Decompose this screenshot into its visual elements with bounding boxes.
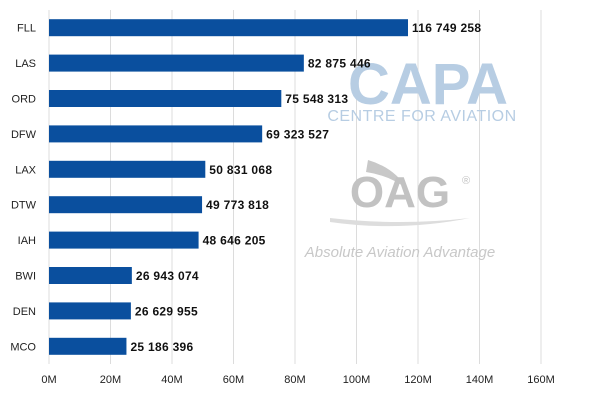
x-tick-label: 60M — [223, 374, 244, 386]
category-label: FLL — [17, 23, 36, 35]
capa-tagline: CENTRE FOR AVIATION — [327, 108, 516, 125]
bar-fll — [49, 19, 409, 37]
oag-swoosh-icon — [366, 160, 408, 190]
data-label: 48 646 205 — [203, 234, 266, 248]
capa-watermark: CAPA CENTRE FOR AVIATION — [327, 52, 516, 125]
data-label: 75 548 313 — [285, 92, 348, 106]
bar-iah — [49, 231, 199, 249]
category-label: MCO — [10, 341, 36, 353]
category-label: LAS — [15, 58, 36, 70]
oag-tagline: Absolute Aviation Advantage — [304, 244, 495, 261]
data-label: 50 831 068 — [209, 163, 272, 177]
x-tick-label: 120M — [404, 374, 432, 386]
bar-las — [49, 54, 304, 72]
x-axis-ticks: 0M 20M 40M 60M 80M 100M 120M 140M 160M — [41, 374, 554, 386]
bar-ord — [49, 90, 282, 107]
x-tick-label: 160M — [527, 374, 555, 386]
data-label: 82 875 446 — [308, 57, 371, 71]
x-tick-label: 140M — [466, 374, 494, 386]
bar-mco — [49, 337, 127, 355]
category-label: ORD — [12, 94, 37, 106]
oag-watermark: OAG ® Absolute Aviation Advantage — [304, 160, 495, 261]
category-label: DFW — [11, 129, 37, 141]
oag-logo-text: OAG — [350, 168, 450, 217]
bar-den — [49, 302, 131, 320]
x-tick-label: 100M — [343, 374, 371, 386]
x-tick-label: 20M — [100, 374, 121, 386]
data-label: 25 186 396 — [130, 340, 193, 354]
oag-underline-icon — [330, 218, 470, 227]
category-label: DTW — [11, 200, 37, 212]
capa-logo-text: CAPA — [348, 52, 508, 117]
data-label: 26 943 074 — [136, 269, 199, 283]
data-label: 26 629 955 — [135, 304, 198, 318]
category-label: IAH — [18, 235, 36, 247]
bar-lax — [49, 160, 206, 178]
data-label: 49 773 818 — [206, 198, 269, 212]
x-tick-label: 0M — [41, 374, 56, 386]
bar-bwi — [49, 267, 132, 284]
bar-dtw — [49, 196, 203, 214]
data-labels: 116 749 258 82 875 446 75 548 313 69 323 52… — [130, 21, 481, 354]
x-tick-label: 80M — [284, 374, 305, 386]
x-tick-label: 40M — [161, 374, 182, 386]
category-label: BWI — [15, 271, 36, 283]
oag-registered-mark: ® — [462, 175, 470, 187]
category-labels: FLL LAS ORD DFW LAX DTW IAH BWI DEN MCO — [10, 23, 36, 354]
bars — [49, 19, 409, 355]
bar-dfw — [49, 125, 263, 143]
category-label: DEN — [13, 306, 36, 318]
category-label: LAX — [15, 164, 36, 176]
data-label: 69 323 527 — [266, 127, 329, 141]
data-label: 116 749 258 — [412, 21, 481, 35]
